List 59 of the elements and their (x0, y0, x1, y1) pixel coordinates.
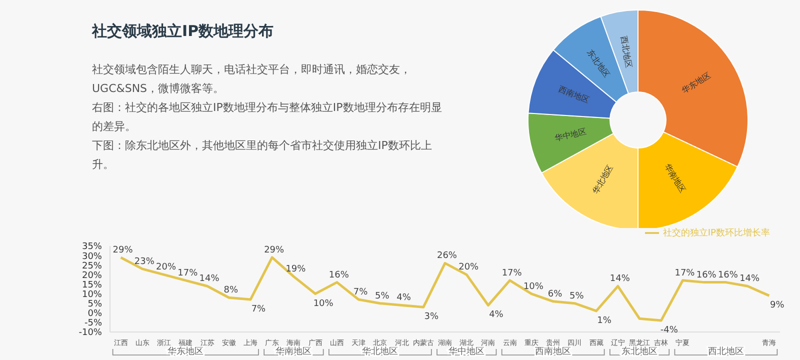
data-label: 17% (502, 268, 522, 278)
data-label: -4% (660, 326, 678, 336)
slice-label: 西北地区 (618, 35, 634, 69)
data-label: 8% (224, 286, 238, 296)
data-label: 20% (458, 262, 480, 273)
slice-label: 华北地区 (590, 163, 615, 196)
text: 下图：除东北地区外，其他地区里的每个省市社交使用独立IP数环比上升。 (92, 138, 433, 173)
data-label: 3% (424, 312, 439, 322)
slice-label: 华东地区 (680, 70, 712, 96)
text: 西南地区 (535, 346, 572, 357)
data-label: 4% (396, 293, 412, 304)
slice-label: 华中地区 (554, 127, 588, 143)
slice-label: 西南地区 (557, 84, 590, 105)
y-tick-label: 20% (82, 270, 102, 281)
text: 社交领域独立IP数地理分布 (92, 22, 274, 41)
data-label: 6% (548, 289, 563, 300)
data-label: 10% (523, 282, 544, 292)
data-label: 5% (375, 291, 390, 302)
data-label: 16% (718, 270, 738, 280)
data-label: 29% (264, 245, 285, 256)
text: 华东地区 (168, 346, 204, 357)
y-tick-label: 0% (88, 309, 102, 320)
slice-label: 东北地区 (585, 48, 612, 80)
data-label: 14% (199, 274, 220, 284)
data-label: 16% (328, 270, 350, 280)
data-label: 20% (156, 262, 176, 273)
y-tick-label: -10% (78, 328, 102, 338)
text: 社交领域包含陌生人聊天，电话社交平台，即时通讯，婚恋交友，UGC&SNS，微博微客等。 (92, 62, 412, 97)
y-tick-label: 5% (88, 300, 102, 310)
data-label: 5% (570, 291, 584, 302)
y-tick-label: 10% (82, 290, 102, 300)
y-tick-label: 25% (82, 261, 102, 272)
data-label: 19% (286, 264, 306, 275)
legend-label: 社交的独立IP数环比增长率 (662, 228, 770, 238)
y-tick-label: -5% (84, 318, 102, 329)
data-label: 9% (770, 300, 785, 311)
data-label: 7% (251, 304, 266, 315)
data-label: 7% (353, 288, 368, 298)
data-label: 29% (112, 245, 134, 256)
text: 华北地区 (362, 346, 398, 357)
data-label: 23% (134, 256, 155, 267)
data-label: 26% (436, 251, 458, 262)
y-tick-label: 15% (82, 280, 102, 290)
text: 华南地区 (276, 346, 312, 357)
y-tick-label: 30% (82, 252, 102, 262)
data-label: 10% (313, 298, 334, 309)
y-tick-label: 35% (82, 242, 102, 252)
data-label: 4% (489, 310, 504, 320)
data-label: 17% (674, 268, 696, 278)
text: 华中地区 (448, 346, 485, 357)
data-label: 16% (696, 270, 717, 280)
data-label: 17% (178, 268, 198, 278)
text: 右图：社交的各地区独立IP数地理分布与整体独立IP数地理分布存在明显的差异。 (92, 100, 442, 135)
text: 西北地区 (708, 346, 744, 357)
data-label: 1% (597, 316, 612, 326)
text: 东北地区 (622, 346, 658, 357)
slice-label: 华南地区 (662, 162, 688, 194)
data-label: 14% (740, 274, 760, 284)
data-label: 14% (610, 274, 630, 284)
